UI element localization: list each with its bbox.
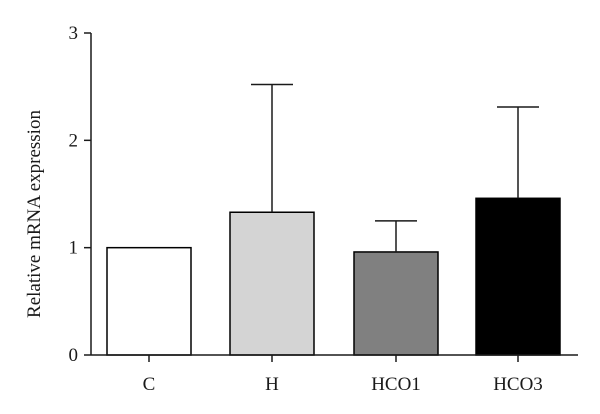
bars (106, 197, 561, 356)
x-tick-label-HCO1: HCO1 (371, 374, 421, 395)
bar-HCO1 (353, 251, 439, 356)
y-tick-label-1: 1 (69, 238, 79, 259)
y-ticks: 0 1 2 3 (69, 23, 91, 366)
y-tick-label-0: 0 (69, 345, 79, 366)
axes (90, 33, 578, 356)
x-ticks: C H HCO1 HCO3 (143, 355, 543, 395)
x-tick-label-H: H (265, 374, 279, 395)
y-axis-title: Relative mRNA expression (24, 110, 45, 318)
y-tick-label-3: 3 (69, 23, 79, 44)
x-tick-label-HCO3: HCO3 (493, 374, 543, 395)
y-tick-label-2: 2 (69, 130, 79, 151)
bar-H (229, 211, 315, 356)
bar-HCO3 (475, 197, 561, 356)
x-tick-label-C: C (143, 374, 156, 395)
error-bars (251, 83, 539, 252)
bar-C (106, 246, 192, 356)
